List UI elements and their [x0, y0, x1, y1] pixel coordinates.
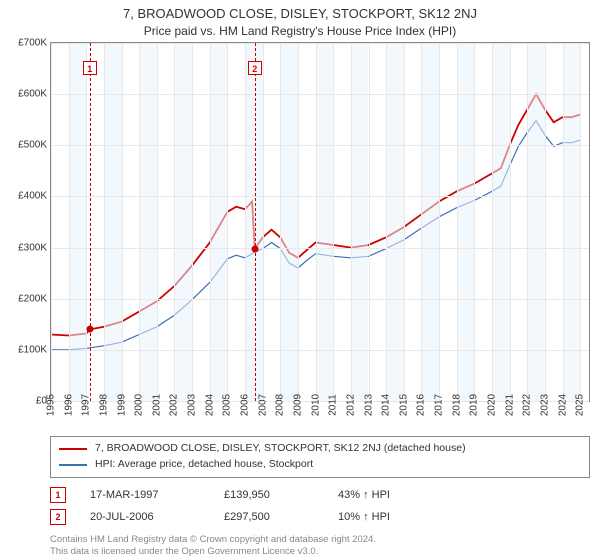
y-axis-label: £400K	[18, 191, 47, 202]
transaction-row: 1 17-MAR-1997 £139,950 43% ↑ HPI	[50, 484, 590, 506]
x-axis-label: 2021	[504, 394, 515, 416]
transaction-vs-hpi: 10% ↑ HPI	[338, 511, 428, 523]
x-axis-label: 2014	[381, 394, 392, 416]
y-axis-label: £600K	[18, 89, 47, 100]
plot-area: £0£100K£200K£300K£400K£500K£600K£700K199…	[50, 42, 590, 402]
y-axis-label: £200K	[18, 293, 47, 304]
legend-item: 7, BROADWOOD CLOSE, DISLEY, STOCKPORT, S…	[59, 441, 581, 457]
y-axis-label: £300K	[18, 242, 47, 253]
x-axis-label: 2025	[575, 394, 586, 416]
x-axis-label: 2004	[204, 394, 215, 416]
x-axis-label: 2010	[310, 394, 321, 416]
sale-point-dot	[251, 245, 258, 252]
transaction-vs-hpi: 43% ↑ HPI	[338, 489, 428, 501]
sale-marker: 1	[83, 61, 97, 75]
legend: 7, BROADWOOD CLOSE, DISLEY, STOCKPORT, S…	[50, 436, 590, 478]
x-axis-label: 2018	[451, 394, 462, 416]
x-axis-label: 2017	[434, 394, 445, 416]
transaction-marker-number: 2	[50, 509, 66, 525]
x-axis-label: 2012	[345, 394, 356, 416]
transaction-price: £139,950	[224, 489, 314, 501]
sale-point-dot	[86, 326, 93, 333]
transaction-row: 2 20-JUL-2006 £297,500 10% ↑ HPI	[50, 506, 590, 528]
legend-label: 7, BROADWOOD CLOSE, DISLEY, STOCKPORT, S…	[95, 441, 466, 457]
x-axis-label: 2011	[328, 394, 339, 416]
x-axis-label: 1996	[63, 394, 74, 416]
x-axis-label: 2016	[416, 394, 427, 416]
y-axis-label: £500K	[18, 140, 47, 151]
x-axis-label: 2001	[151, 394, 162, 416]
x-axis-label: 2023	[539, 394, 550, 416]
y-axis-label: £700K	[18, 38, 47, 49]
x-axis-label: 2006	[240, 394, 251, 416]
legend-item: HPI: Average price, detached house, Stoc…	[59, 457, 581, 473]
transaction-date: 17-MAR-1997	[90, 489, 200, 501]
y-axis-label: £100K	[18, 344, 47, 355]
footer-line: This data is licensed under the Open Gov…	[50, 546, 590, 558]
x-axis-label: 2022	[522, 394, 533, 416]
x-axis-label: 2019	[469, 394, 480, 416]
chart-subtitle: Price paid vs. HM Land Registry's House …	[0, 21, 600, 42]
x-axis-label: 2007	[257, 394, 268, 416]
transactions-table: 1 17-MAR-1997 £139,950 43% ↑ HPI 2 20-JUL-200…	[50, 484, 590, 528]
legend-swatch	[59, 464, 87, 466]
legend-swatch	[59, 448, 87, 450]
x-axis-label: 2009	[292, 394, 303, 416]
x-axis-label: 1995	[46, 394, 57, 416]
x-axis-label: 2005	[222, 394, 233, 416]
x-axis-label: 1998	[98, 394, 109, 416]
x-axis-label: 2008	[275, 394, 286, 416]
footer-line: Contains HM Land Registry data © Crown c…	[50, 534, 590, 546]
sale-marker: 2	[248, 61, 262, 75]
transaction-date: 20-JUL-2006	[90, 511, 200, 523]
x-axis-label: 2024	[557, 394, 568, 416]
transaction-marker-number: 1	[50, 487, 66, 503]
x-axis-label: 2003	[187, 394, 198, 416]
transaction-price: £297,500	[224, 511, 314, 523]
legend-label: HPI: Average price, detached house, Stoc…	[95, 457, 313, 473]
chart-container: 7, BROADWOOD CLOSE, DISLEY, STOCKPORT, S…	[0, 0, 600, 560]
attribution-footer: Contains HM Land Registry data © Crown c…	[50, 534, 590, 559]
x-axis-label: 2013	[363, 394, 374, 416]
x-axis-label: 2000	[134, 394, 145, 416]
chart-title: 7, BROADWOOD CLOSE, DISLEY, STOCKPORT, S…	[0, 0, 600, 21]
x-axis-label: 2002	[169, 394, 180, 416]
x-axis-label: 2015	[398, 394, 409, 416]
x-axis-label: 1999	[116, 394, 127, 416]
x-axis-label: 2020	[486, 394, 497, 416]
